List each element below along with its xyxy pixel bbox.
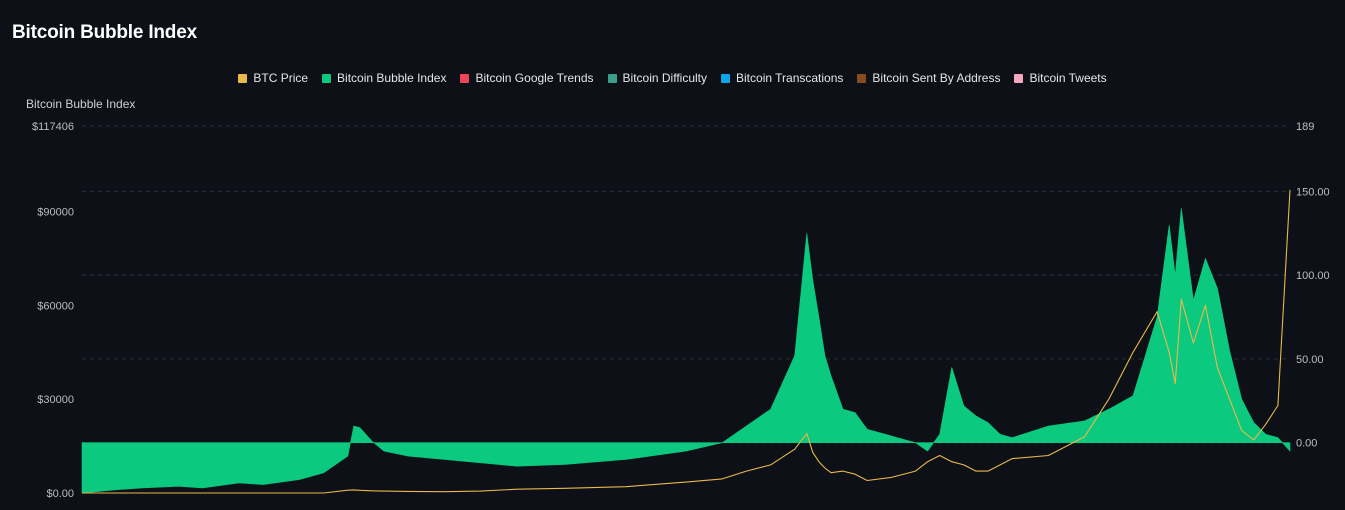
legend-label: Bitcoin Bubble Index [337, 71, 447, 85]
page-title: Bitcoin Bubble Index [12, 22, 197, 43]
legend-item[interactable]: Bitcoin Tweets [1014, 71, 1107, 85]
left-tick-label: $60000 [37, 300, 74, 312]
legend-swatch-icon [322, 73, 332, 83]
left-tick-label: $90000 [37, 207, 74, 219]
right-tick-label: 100.00 [1296, 270, 1330, 282]
y-axis-title: Bitcoin Bubble Index [26, 97, 136, 111]
left-tick-label: $30000 [37, 394, 74, 406]
legend-label: Bitcoin Transcations [736, 71, 844, 85]
legend-item[interactable]: Bitcoin Sent By Address [857, 71, 1000, 85]
right-axis-ticks: 0.00 50.00 100.00 150.00 189 [1296, 121, 1330, 450]
legend-swatch-icon [721, 73, 731, 83]
legend-item[interactable]: Bitcoin Difficulty [607, 71, 708, 85]
legend-item[interactable]: Bitcoin Google Trends [460, 71, 594, 85]
legend-label: Bitcoin Tweets [1029, 71, 1107, 85]
legend-label: Bitcoin Difficulty [622, 71, 708, 85]
legend-item[interactable]: BTC Price [238, 71, 308, 85]
right-tick-label: 0.00 [1296, 438, 1317, 450]
legend-swatch-icon [238, 73, 248, 83]
btc-price-line [82, 189, 1291, 494]
right-tick-label: 50.00 [1296, 354, 1324, 366]
bubble-index-area-path [81, 208, 1291, 494]
left-tick-label: $117406 [32, 121, 74, 133]
grid-lines [82, 125, 1290, 444]
legend-swatch-icon [1014, 73, 1024, 83]
legend-swatch-icon [857, 73, 867, 83]
legend-swatch-icon [460, 73, 470, 83]
legend-label: BTC Price [253, 71, 309, 85]
legend-item[interactable]: Bitcoin Bubble Index [322, 71, 446, 85]
legend-swatch-icon [607, 73, 617, 83]
btc-price-line-path [82, 189, 1291, 494]
left-axis-ticks: $0.00 $30000 $60000 $90000 $117406 [32, 121, 74, 500]
chart-legend: BTC Price Bitcoin Bubble Index Bitcoin Goo… [0, 71, 1345, 85]
right-tick-label: 150.00 [1296, 186, 1330, 198]
left-tick-label: $0.00 [46, 488, 74, 500]
bubble-index-area [81, 208, 1291, 494]
legend-label: Bitcoin Google Trends [475, 71, 594, 85]
legend-item[interactable]: Bitcoin Transcations [721, 71, 843, 85]
legend-label: Bitcoin Sent By Address [872, 71, 1001, 85]
right-tick-label: 189 [1296, 121, 1314, 133]
